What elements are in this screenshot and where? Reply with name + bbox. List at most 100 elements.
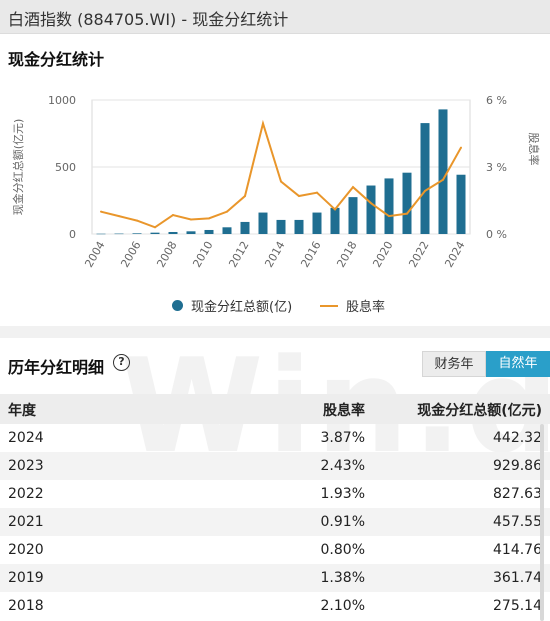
y-right-tick-label: 3 %	[486, 161, 507, 174]
cell-total: 361.74	[493, 570, 542, 586]
window-title-bar: 白酒指数 (884705.WI) - 现金分红统计	[0, 0, 550, 34]
yield-point-2012	[244, 195, 246, 198]
yield-point-2020	[388, 215, 390, 218]
cell-year: 2020	[8, 542, 44, 558]
x-tick-label: 2020	[370, 239, 395, 270]
cell-year: 2021	[8, 514, 44, 530]
bar-2014	[276, 219, 286, 234]
cell-total: 414.76	[493, 542, 542, 558]
bar-2012	[240, 221, 250, 234]
cell-yield: 1.93%	[320, 486, 365, 502]
bar-2009	[186, 231, 196, 234]
y-left-tick-label: 1000	[48, 94, 76, 107]
cell-yield: 2.10%	[320, 598, 365, 614]
x-tick-label: 2018	[334, 239, 359, 270]
x-tick-label: 2022	[406, 239, 431, 270]
bar-2013	[258, 212, 268, 234]
toggle-fiscal-year[interactable]: 财务年	[422, 351, 486, 377]
table-row[interactable]: 2018 2.10% 275.14	[0, 592, 550, 620]
legend-item-yield[interactable]: 股息率	[320, 296, 385, 315]
header-total[interactable]: 现金分红总额(亿元)	[417, 403, 542, 419]
toggle-natural-year[interactable]: 自然年	[486, 351, 550, 377]
yield-point-2005	[118, 215, 120, 218]
cell-yield: 0.80%	[320, 542, 365, 558]
cell-yield: 3.87%	[320, 430, 365, 446]
cell-year: 2023	[8, 458, 44, 474]
yield-point-2007	[154, 226, 156, 229]
bar-2005	[114, 233, 124, 235]
bar-2020	[384, 178, 394, 234]
table-row[interactable]: 2022 1.93% 827.63	[0, 480, 550, 508]
dividend-chart: 0 500 1000 0 % 3 % 6 % 现金分红总额(亿元) 股息率 2004 2006 20…	[0, 84, 550, 324]
x-tick-label: 2014	[262, 239, 287, 270]
chart-legend: 现金分红总额(亿) 股息率	[0, 294, 550, 316]
y-left-tick-label: 0	[69, 228, 76, 241]
table-row[interactable]: 2024 3.87% 442.32	[0, 424, 550, 452]
bar-2006	[132, 233, 142, 234]
table-scrollbar[interactable]	[540, 424, 544, 621]
cell-yield: 0.91%	[320, 514, 365, 530]
cell-total: 827.63	[493, 486, 542, 502]
legend-line-swatch	[320, 304, 338, 307]
cell-total: 442.32	[493, 430, 542, 446]
bar-2024	[456, 174, 466, 234]
cell-year: 2024	[8, 430, 44, 446]
x-tick-label: 2012	[226, 239, 251, 270]
y-left-tick-label: 500	[55, 161, 76, 174]
y-left-axis-label: 现金分红总额(亿元)	[11, 119, 25, 216]
legend-bar-label: 现金分红总额(亿)	[191, 300, 293, 315]
yield-point-2015	[298, 195, 300, 198]
cell-yield: 2.43%	[320, 458, 365, 474]
yield-point-2024	[460, 146, 462, 149]
bar-2007	[150, 232, 160, 234]
chart-section-title: 现金分红统计	[8, 50, 105, 69]
legend-item-total[interactable]: 现金分红总额(亿)	[172, 296, 292, 315]
yield-point-2021	[406, 212, 408, 215]
table-header: 年度 股息率 现金分红总额(亿元)	[0, 394, 550, 424]
y-right-tick-label: 6 %	[486, 94, 507, 107]
table-row[interactable]: 2023 2.43% 929.86	[0, 452, 550, 480]
y-right-axis-label: 股息率	[527, 133, 541, 166]
section-divider	[0, 326, 550, 338]
bar-2008	[168, 231, 178, 234]
bar-2011	[222, 227, 232, 234]
x-tick-label: 2006	[118, 239, 143, 270]
header-yield[interactable]: 股息率	[323, 403, 365, 419]
yield-point-2011	[226, 210, 228, 213]
bar-2017	[330, 207, 340, 234]
yield-point-2018	[352, 186, 354, 189]
bar-2021	[402, 172, 412, 234]
yield-point-2010	[208, 217, 210, 220]
bar-2019	[366, 185, 376, 234]
table-row[interactable]: 2019 1.38% 361.74	[0, 564, 550, 592]
x-tick-label: 2016	[298, 239, 323, 270]
legend-line-label: 股息率	[346, 300, 386, 315]
bar-2023	[438, 109, 448, 234]
cell-total: 457.55	[493, 514, 542, 530]
yield-point-2019	[370, 202, 372, 205]
cell-year: 2022	[8, 486, 44, 502]
table-section-title: 历年分红明细	[8, 358, 105, 377]
bar-2022	[420, 123, 430, 234]
yield-point-2008	[172, 214, 174, 217]
table-row[interactable]: 2020 0.80% 414.76	[0, 536, 550, 564]
yield-point-2009	[190, 218, 192, 221]
table-row[interactable]: 2021 0.91% 457.55	[0, 508, 550, 536]
header-year[interactable]: 年度	[8, 403, 36, 419]
help-icon[interactable]: ?	[113, 354, 130, 371]
bar-2004	[96, 233, 106, 235]
bar-2018	[348, 197, 358, 234]
dividend-chart-svg: 0 500 1000 0 % 3 % 6 % 现金分红总额(亿元) 股息率 2004 2006 20…	[11, 94, 541, 270]
yield-point-2023	[442, 178, 444, 181]
bar-2010	[204, 229, 214, 234]
x-tick-label: 2008	[154, 239, 179, 270]
window-title: 白酒指数 (884705.WI) - 现金分红统计	[8, 10, 289, 29]
yield-point-2017	[334, 208, 336, 211]
cell-year: 2019	[8, 570, 44, 586]
legend-bar-swatch	[172, 300, 183, 311]
yield-point-2004	[100, 210, 102, 213]
bar-2016	[312, 212, 322, 234]
y-right-tick-label: 0 %	[486, 228, 507, 241]
bar-2015	[294, 219, 304, 234]
cell-total: 275.14	[493, 598, 542, 614]
